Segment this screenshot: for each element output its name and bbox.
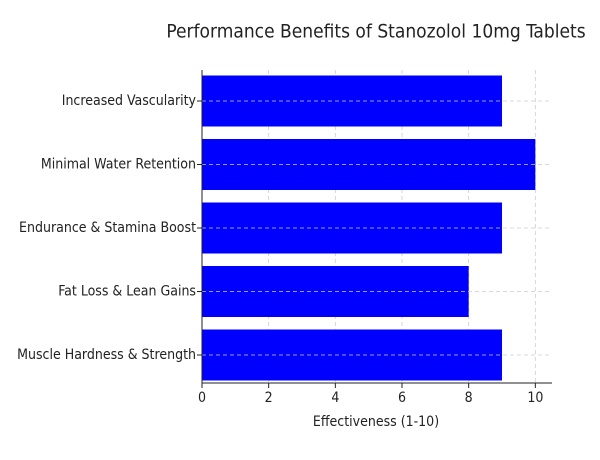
x-tick-label: 8 <box>465 390 473 406</box>
y-tick-label: Minimal Water Retention <box>41 157 196 173</box>
x-tick-label: 0 <box>198 390 206 406</box>
chart-title: Performance Benefits of Stanozolol 10mg … <box>166 21 585 43</box>
y-tick-label: Muscle Hardness & Strength <box>17 347 196 363</box>
x-tick-label: 2 <box>265 390 273 406</box>
y-tick-label: Endurance & Stamina Boost <box>19 220 196 236</box>
x-tick-label: 10 <box>527 390 543 406</box>
x-axis-label: Effectiveness (1-10) <box>313 414 439 430</box>
y-tick-label: Fat Loss & Lean Gains <box>58 284 196 300</box>
y-tick-label: Increased Vascularity <box>62 93 197 109</box>
x-tick-label: 4 <box>331 390 339 406</box>
bar <box>202 139 536 190</box>
x-tick-label: 6 <box>398 390 406 406</box>
